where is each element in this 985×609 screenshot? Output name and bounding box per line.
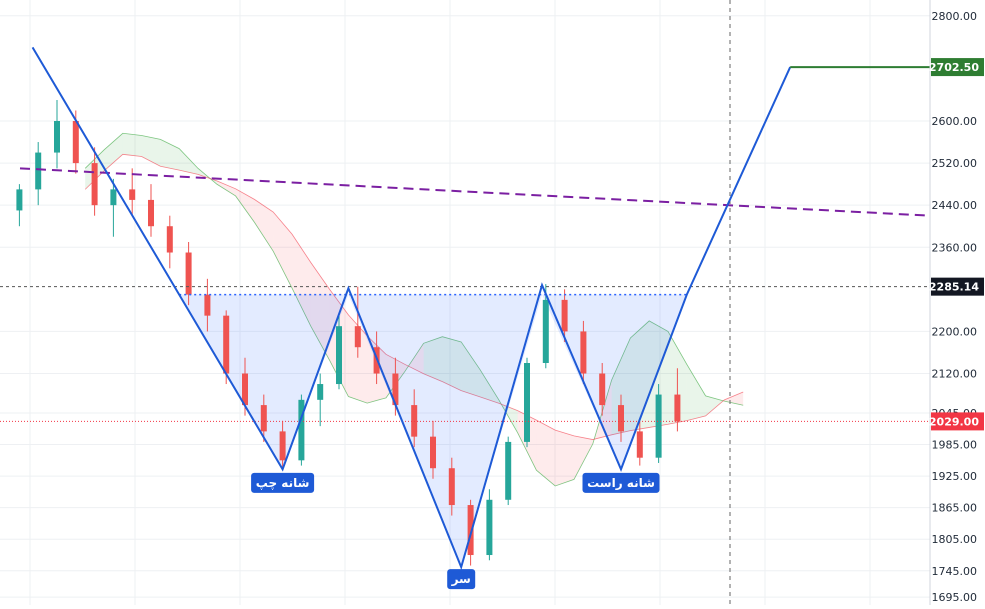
- candle-body: [524, 363, 530, 442]
- pattern-zigzag: [31, 46, 792, 571]
- trendline-dashed: [19, 167, 931, 217]
- candle-body: [54, 121, 60, 153]
- pattern-label-box: [447, 569, 476, 590]
- price-tick-label: 2520.00: [932, 157, 978, 170]
- candle-body: [110, 189, 117, 206]
- candle-body: [72, 121, 79, 164]
- cloud-segment: [686, 364, 706, 421]
- pattern-fill: [179, 294, 687, 568]
- candle-body: [448, 468, 455, 506]
- cloud-segment: [461, 341, 480, 397]
- price-tick-label: 1985.00: [932, 439, 978, 452]
- candle-body: [542, 299, 549, 363]
- price-badge: 2029.00: [929, 415, 979, 428]
- price-tick-label: 2360.00: [932, 241, 978, 254]
- candle-body: [129, 189, 136, 200]
- candle-body: [561, 299, 568, 332]
- pattern-label: سر: [451, 572, 471, 586]
- candle-body: [636, 431, 643, 458]
- candle-body: [35, 152, 42, 190]
- candle-body: [166, 226, 173, 253]
- candle-body: [655, 394, 662, 458]
- cloud-segment: [611, 338, 631, 435]
- price-tick-label: 1745.00: [932, 565, 978, 578]
- candle-body: [242, 373, 248, 406]
- candle-body: [223, 315, 230, 374]
- cloud-segment: [216, 180, 236, 196]
- price-badge: 2285.14: [929, 281, 979, 294]
- candle-body: [336, 326, 342, 385]
- price-tick-label: 1805.00: [932, 533, 978, 546]
- cloud-segment: [630, 320, 650, 431]
- price-tick-label: 2120.00: [932, 368, 978, 381]
- cloud-segment: [254, 199, 274, 252]
- price-tick-label: 2800.00: [932, 10, 978, 23]
- cloud-segment: [649, 320, 668, 428]
- price-tick-label: 2440.00: [932, 199, 978, 212]
- cloud-segment: [273, 212, 292, 289]
- cloud-segment: [442, 336, 462, 391]
- cloud-segment: [179, 148, 198, 175]
- candle-body: [298, 399, 305, 461]
- pattern-label-box: [582, 472, 660, 493]
- cloud-segment: [122, 133, 142, 157]
- candle-body: [486, 499, 493, 556]
- cloud-span-a: [84, 132, 744, 487]
- candles: [16, 99, 681, 566]
- price-tick-label: 2200.00: [932, 325, 978, 338]
- candle-body: [185, 252, 192, 295]
- left-shoulder-fill: [179, 294, 349, 470]
- candle-body: [16, 189, 23, 211]
- cloud-segment: [160, 139, 180, 171]
- price-badge-box: [931, 58, 984, 77]
- candle-body: [580, 331, 587, 374]
- price-tick-label: 1865.00: [932, 502, 978, 515]
- candle-body: [599, 373, 606, 406]
- price-badge-box: [931, 277, 984, 296]
- price-tick-label: 2600.00: [932, 115, 978, 128]
- candle-body: [411, 405, 418, 437]
- price-badge-box: [931, 412, 984, 431]
- candle-body: [467, 505, 474, 556]
- price-tick-label: 1695.00: [932, 591, 978, 604]
- pattern-labels: شانه چپ سر شانه راست: [251, 472, 660, 590]
- candle-body: [618, 405, 624, 432]
- candle-body: [148, 199, 154, 227]
- candle-body: [674, 394, 681, 422]
- cloud-segment: [480, 369, 499, 404]
- price-axis-bg: [930, 0, 985, 605]
- candle-body: [279, 431, 286, 461]
- price-tick-label: 1925.00: [932, 470, 978, 483]
- candle-body: [91, 163, 98, 206]
- candle-body: [430, 436, 436, 469]
- head-fill: [348, 294, 543, 568]
- cloud-segment: [423, 336, 443, 382]
- cloud-span-b: [84, 153, 744, 440]
- right-shoulder-fill: [542, 294, 687, 470]
- candle-body: [317, 384, 324, 400]
- price-axis: 2800.00 2600.00 2520.00 2440.00 2360.00 2200.…: [929, 0, 985, 605]
- pattern-label: شانه چپ: [256, 476, 310, 490]
- pattern-label-box: [251, 472, 315, 493]
- cloud-segment: [536, 420, 556, 486]
- pattern-lines: [0, 0, 931, 605]
- cloud-segment: [555, 430, 574, 486]
- cloud-segment: [104, 133, 123, 171]
- candle-body: [354, 326, 361, 348]
- candle-body: [260, 405, 267, 432]
- pattern-label: شانه راست: [587, 476, 655, 490]
- candle-body: [505, 441, 512, 500]
- price-badge: 2702.50: [929, 61, 979, 74]
- candle-body: [392, 373, 399, 406]
- cloud-segment: [574, 435, 593, 480]
- cloud-segment: [705, 395, 725, 416]
- candle-body: [204, 294, 211, 316]
- cloud-segment: [292, 234, 311, 327]
- cloud-segment: [348, 314, 368, 404]
